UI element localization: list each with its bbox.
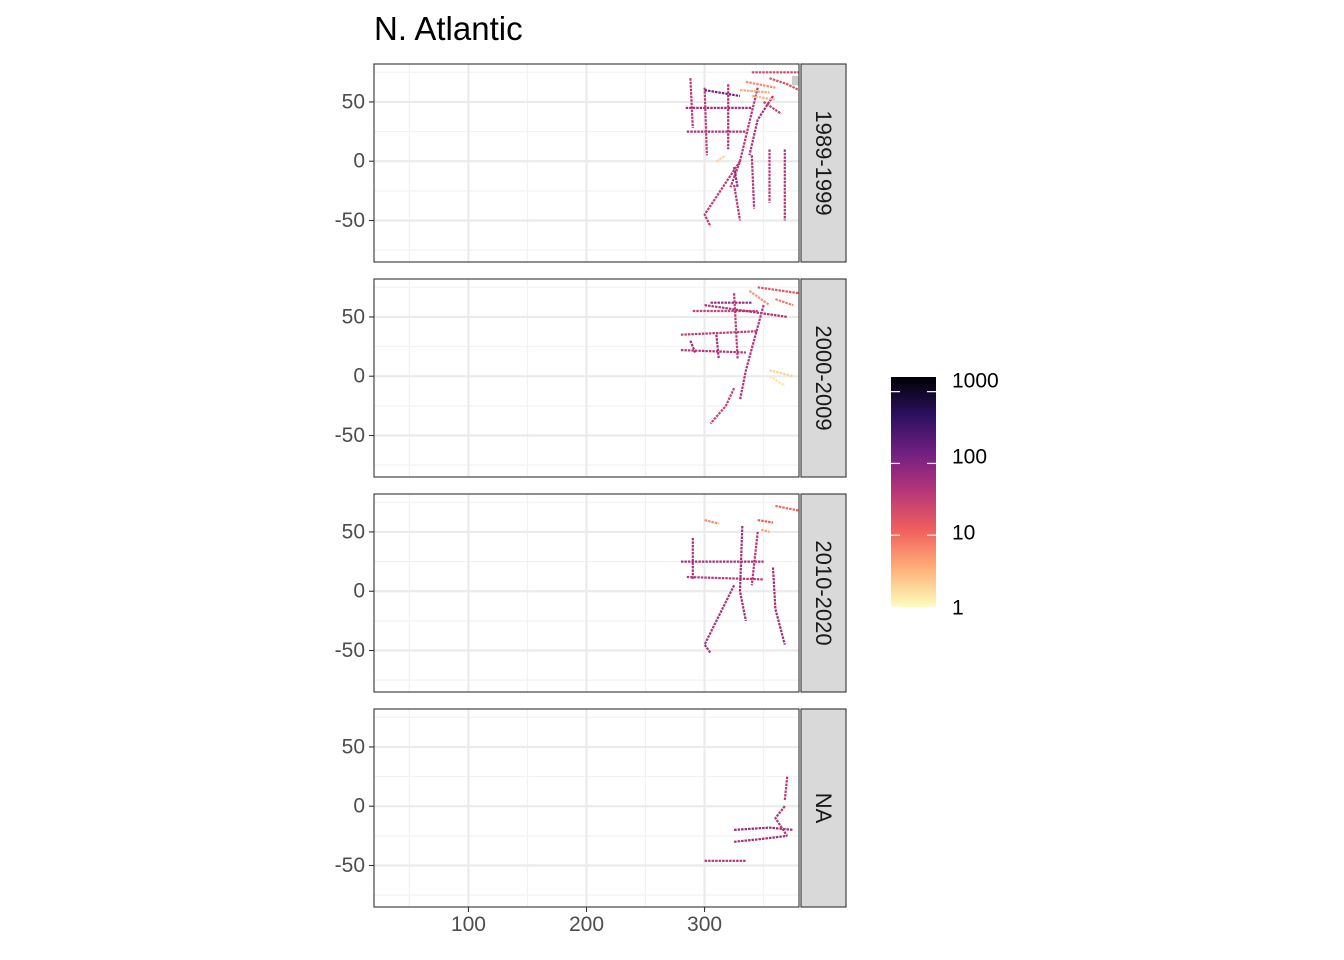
colorbar-ticks — [891, 391, 936, 608]
y-tick-label: 50 — [342, 305, 365, 328]
data-track — [751, 94, 776, 101]
panel-na: NA — [373, 708, 847, 908]
data-track — [703, 160, 741, 227]
data-track — [783, 776, 789, 801]
data-track — [745, 80, 776, 89]
data-track — [704, 519, 719, 525]
data-track — [733, 834, 788, 843]
data-track — [739, 89, 770, 94]
y-tick-label: 50 — [342, 520, 365, 543]
data-tracks — [704, 776, 794, 862]
y-tick-label: 0 — [353, 365, 365, 388]
data-track — [774, 805, 789, 837]
data-track — [733, 293, 739, 359]
data-track — [762, 100, 782, 115]
data-track — [738, 304, 765, 401]
x-tick-label: 200 — [569, 913, 604, 936]
y-tick-label: 0 — [353, 580, 365, 603]
data-track — [715, 154, 727, 163]
data-track — [704, 89, 741, 98]
y-tick-label: 0 — [353, 795, 365, 818]
panel-2010-2020: 2010-2020 — [373, 493, 847, 693]
data-track — [734, 826, 794, 831]
colorbar-label-10: 10 — [952, 522, 975, 545]
y-axis: 50 0 -50 50 0 -50 50 0 -50 50 0 -50 — [335, 90, 374, 877]
data-track — [738, 525, 747, 622]
data-tracks — [680, 286, 799, 425]
facet-strip-label: NA — [811, 793, 836, 824]
panel-border — [373, 278, 800, 478]
data-track — [709, 387, 736, 425]
data-track — [689, 78, 694, 129]
data-track — [768, 375, 786, 387]
panel-grid — [374, 709, 799, 907]
y-tick-label: 50 — [342, 90, 365, 113]
y-tick-label: 0 — [353, 150, 365, 173]
panel-grid — [374, 279, 799, 477]
y-tick-label: -50 — [335, 854, 365, 877]
data-track — [703, 584, 736, 654]
y-tick-label: -50 — [335, 424, 365, 447]
data-track — [775, 298, 794, 307]
facet-strip-label: 2010-2020 — [811, 540, 836, 645]
colorbar-label-1000: 1000 — [952, 370, 999, 393]
x-tick-label: 100 — [451, 913, 486, 936]
panel-border — [373, 63, 800, 263]
panel-border — [373, 493, 800, 693]
panel-1989-1999: 1989-1999 — [373, 63, 847, 263]
facet-strip — [800, 708, 847, 908]
data-track — [733, 184, 742, 221]
panel-grid — [374, 494, 799, 692]
x-axis: 100 200 300 — [451, 907, 722, 936]
facet-strip — [800, 493, 847, 693]
colorbar-label-100: 100 — [952, 446, 987, 469]
y-tick-label: 50 — [342, 735, 365, 758]
colorbar-label-1: 1 — [952, 597, 964, 620]
data-track — [680, 349, 746, 354]
data-track — [769, 369, 794, 378]
data-track — [775, 504, 799, 512]
panel-2000-2009: 2000-2009 — [373, 278, 847, 478]
data-track — [689, 340, 697, 353]
data-track — [760, 528, 770, 533]
color-legend: 1000 100 10 1 — [891, 370, 999, 620]
facet-strip — [800, 63, 847, 263]
data-track — [703, 87, 708, 156]
x-tick-label: 300 — [687, 913, 722, 936]
data-track — [715, 334, 720, 359]
y-tick-label: -50 — [335, 639, 365, 662]
data-track — [757, 519, 774, 524]
chart-title: N. Atlantic — [374, 10, 523, 47]
facet-strip-label: 2000-2009 — [811, 325, 836, 430]
facet-strip — [800, 278, 847, 478]
data-track — [750, 155, 756, 209]
facet-strip-label: 1989-1999 — [811, 110, 836, 215]
data-track — [769, 77, 799, 92]
y-tick-label: -50 — [335, 209, 365, 232]
data-tracks — [680, 504, 799, 654]
data-track — [680, 330, 758, 336]
data-track — [748, 290, 771, 306]
data-track — [686, 575, 764, 581]
colorbar — [891, 377, 936, 607]
data-track — [750, 531, 759, 586]
data-tracks — [685, 71, 799, 227]
